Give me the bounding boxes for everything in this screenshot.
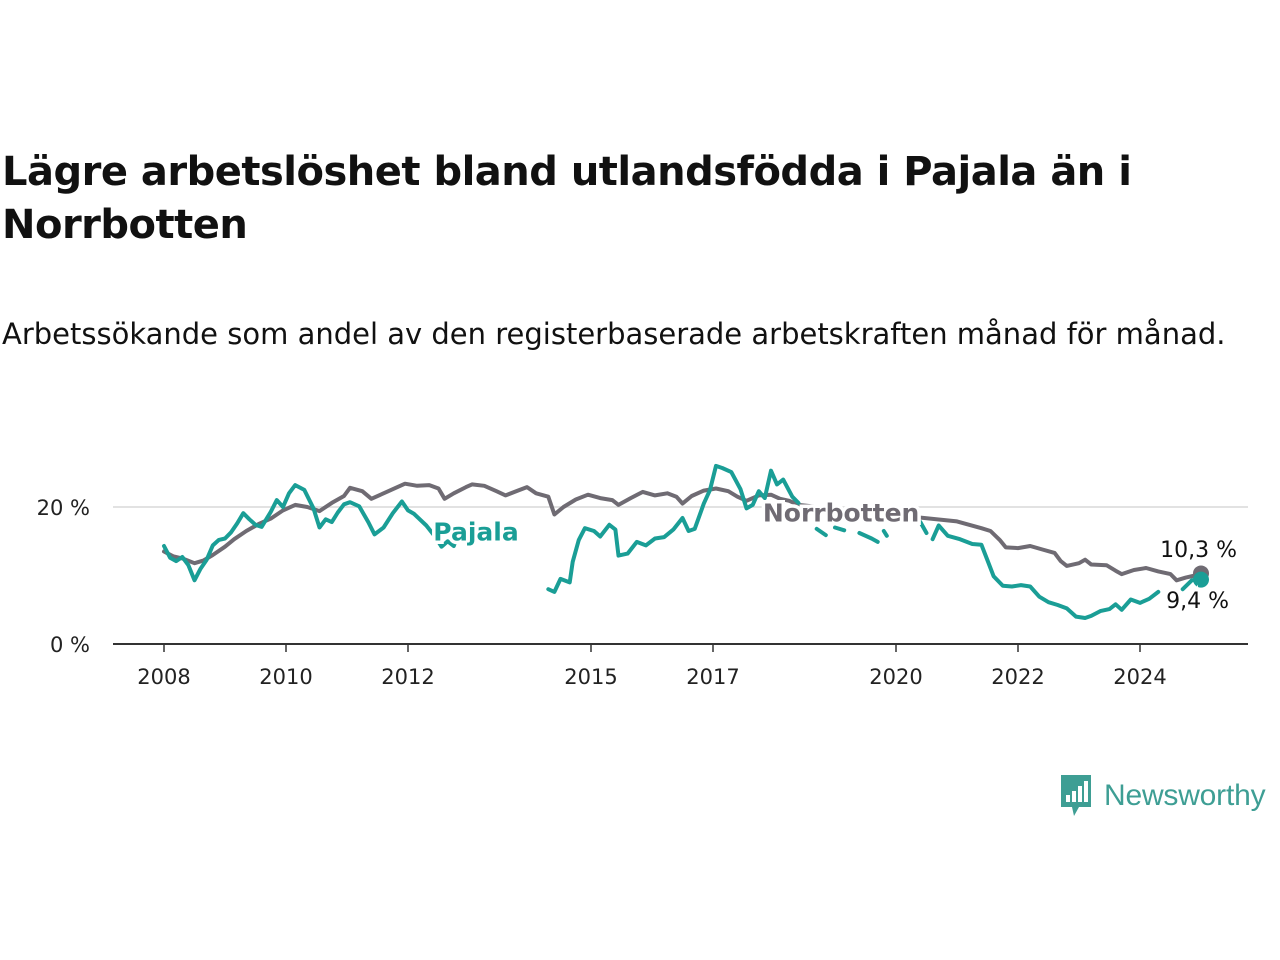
x-tick-label: 2015 bbox=[564, 665, 617, 689]
brand-logo: Newsworthy bbox=[1058, 772, 1266, 820]
end-label-norrbotten: 10,3 % bbox=[1160, 538, 1237, 563]
series-labels: 10,3 % 9,4 % Norrbotten Pajala bbox=[430, 495, 1237, 617]
brand-name: Newsworthy bbox=[1104, 779, 1266, 812]
series-line-pajala-segment bbox=[814, 526, 828, 538]
axes: 0 % 20 % 2008 2010 2012 2015 2017 2020 2022 2024 bbox=[37, 496, 1248, 689]
series-line-pajala-segment bbox=[546, 463, 801, 594]
x-tick-label: 2012 bbox=[381, 665, 434, 689]
series-line-pajala-segment bbox=[918, 520, 929, 535]
series-lines bbox=[162, 463, 1209, 620]
series-line-norrbotten bbox=[162, 481, 1203, 583]
series-line-pajala-segment bbox=[881, 529, 889, 538]
chart-subtitle: Arbetssökande som andel av den registerb… bbox=[2, 317, 1226, 351]
newsworthy-logo-icon bbox=[1061, 775, 1091, 816]
series-line-pajala-segment bbox=[162, 483, 496, 583]
x-tick-label: 2017 bbox=[686, 665, 739, 689]
end-marker-pajala bbox=[1193, 571, 1209, 588]
y-tick-label: 0 % bbox=[50, 633, 90, 657]
x-tick-label: 2008 bbox=[137, 665, 190, 689]
series-line-pajala-segment bbox=[833, 525, 847, 533]
x-tick-label: 2022 bbox=[991, 665, 1044, 689]
x-tick-label: 2010 bbox=[259, 665, 312, 689]
series-line-pajala-segment bbox=[857, 531, 880, 544]
series-line-pajala-segment bbox=[930, 523, 1161, 620]
y-tick-label: 20 % bbox=[37, 496, 90, 520]
x-tick-label: 2020 bbox=[869, 665, 922, 689]
x-tick-label: 2024 bbox=[1113, 665, 1166, 689]
chart-title: Lägre arbetslöshet bland utlandsfödda i … bbox=[2, 149, 1132, 248]
series-label-norrbotten: Norrbotten bbox=[763, 498, 919, 527]
series-label-pajala: Pajala bbox=[433, 517, 518, 546]
end-label-pajala: 9,4 % bbox=[1166, 589, 1229, 614]
